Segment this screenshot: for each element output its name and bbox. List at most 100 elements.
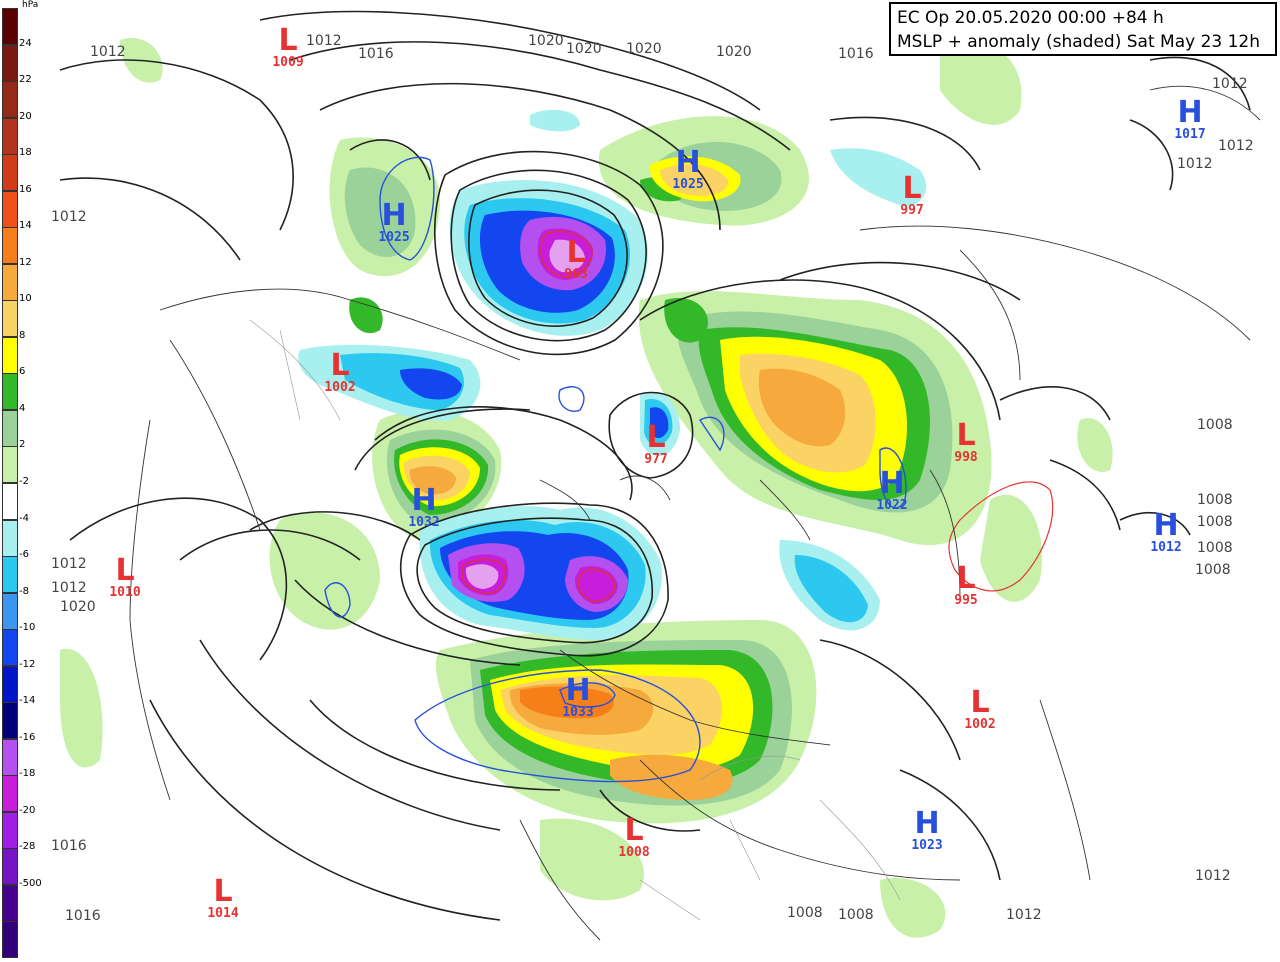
isobar-labels: 1012 1012 1016 1020 1020 1020 1020 1016 … [51, 33, 1254, 924]
legend-swatch [2, 81, 18, 119]
legend-swatch [2, 263, 18, 301]
center-pressure-value: 1023 [911, 838, 942, 853]
center-pressure-value: 977 [644, 452, 667, 467]
isobar-label: 1008 [787, 905, 823, 921]
legend-swatch [2, 8, 18, 46]
legend-tick-label: 4 [19, 402, 26, 414]
center-pressure-value: 1025 [378, 230, 409, 245]
center-pressure-value: 997 [900, 203, 923, 218]
isobar-label: 1016 [65, 908, 101, 924]
center-letter: H [675, 145, 700, 180]
center-letter: L [278, 23, 297, 58]
center-letter: L [902, 171, 921, 206]
isobar-label: 1008 [1197, 492, 1233, 508]
center-pressure-value: 1014 [207, 906, 238, 921]
legend-swatch [2, 665, 18, 703]
anomaly-shading-red-outline [948, 481, 1054, 592]
anomaly-contours-red [461, 230, 616, 602]
legend-tick-label: 22 [19, 74, 32, 86]
center-letter: L [624, 813, 643, 848]
run-info: EC Op 20.05.2020 00:00 +84 h [897, 8, 1164, 28]
isobar-label: 1008 [838, 907, 874, 923]
field-description: MSLP + anomaly (shaded) Sat May 23 12h [897, 32, 1261, 52]
center-letter: L [646, 420, 665, 455]
center-letter: L [213, 874, 232, 909]
legend-tick-label: 12 [19, 256, 32, 268]
anomaly-shading-14 [520, 686, 614, 719]
center-pressure-value: 998 [954, 450, 978, 465]
legend-swatch [2, 373, 18, 411]
isobar-label: 1008 [1197, 540, 1233, 556]
legend-tick-label: -14 [19, 695, 36, 707]
legend-swatch [2, 483, 18, 521]
center-pressure-value: 1022 [876, 498, 907, 513]
legend-tick-label: 2 [19, 439, 26, 451]
isobar-label: 1012 [1195, 868, 1231, 884]
center-letter: L [956, 561, 975, 596]
center-pressure-value: 995 [954, 593, 977, 608]
center-pressure-value: 963 [564, 267, 587, 282]
legend-tick-label: 8 [19, 329, 26, 341]
anomaly-contours-blue [324, 156, 907, 783]
legend-tick-label: -8 [19, 585, 29, 597]
isobar-label: 1012 [1218, 138, 1254, 154]
center-letter: H [381, 198, 406, 233]
center-letter: L [330, 348, 349, 383]
isobar-label: 1012 [1177, 156, 1213, 172]
center-letter: H [879, 466, 904, 501]
legend-swatch [2, 44, 18, 82]
center-letter: L [115, 553, 134, 588]
legend-tick-label: -20 [19, 804, 36, 816]
isobar-label: 1008 [1197, 417, 1233, 433]
isobar-contours [59, 10, 1251, 921]
isobar-label: 1012 [90, 44, 126, 60]
color-scale-legend: hPa 24 22 20 18 16 14 12 10 8 6 4 2 -2 -4 -6 -8 -10 -12 -1… [0, 0, 51, 962]
center-pressure-value: 1012 [1150, 540, 1181, 555]
legend-tick-label: -6 [19, 549, 29, 561]
isobar-label: 1016 [838, 46, 874, 62]
anomaly-shading-negative-20 [465, 239, 585, 589]
center-letter: H [1153, 508, 1178, 543]
legend-swatch [2, 592, 18, 630]
legend-swatch [2, 629, 18, 667]
map-header: EC Op 20.05.2020 00:00 +84 h MSLP + anom… [889, 2, 1277, 56]
legend-tick-label: -10 [19, 622, 36, 634]
legend-swatch [2, 556, 18, 594]
legend-tick-label: 18 [19, 147, 32, 159]
legend-swatch [2, 884, 18, 922]
legend-tick-label: -12 [19, 658, 36, 670]
legend-tick-label: 16 [19, 183, 32, 195]
legend-tick-label: -500 [19, 877, 42, 889]
isobar-label: 1020 [716, 44, 752, 60]
isobar-label: 1012 [1006, 907, 1042, 923]
isobar-label: 1016 [358, 46, 394, 62]
country-borders [249, 319, 901, 921]
isobar-label: 1020 [60, 599, 96, 615]
weather-map: 1012 1012 1016 1020 1020 1020 1020 1016 … [50, 0, 1280, 962]
legend-swatch [2, 811, 18, 849]
legend-swatch [2, 227, 18, 265]
legend-tick-label: -28 [19, 841, 36, 853]
center-pressure-value: 1033 [562, 705, 593, 720]
center-pressure-value: 1002 [964, 717, 995, 732]
isobar-label: 1016 [51, 838, 87, 854]
legend-swatch [2, 775, 18, 813]
legend-swatch [2, 702, 18, 740]
coastlines [129, 85, 1261, 941]
legend-tick-label: 20 [19, 110, 32, 122]
center-pressure-value: 1009 [272, 55, 303, 70]
legend-tick-label: 24 [19, 37, 32, 49]
